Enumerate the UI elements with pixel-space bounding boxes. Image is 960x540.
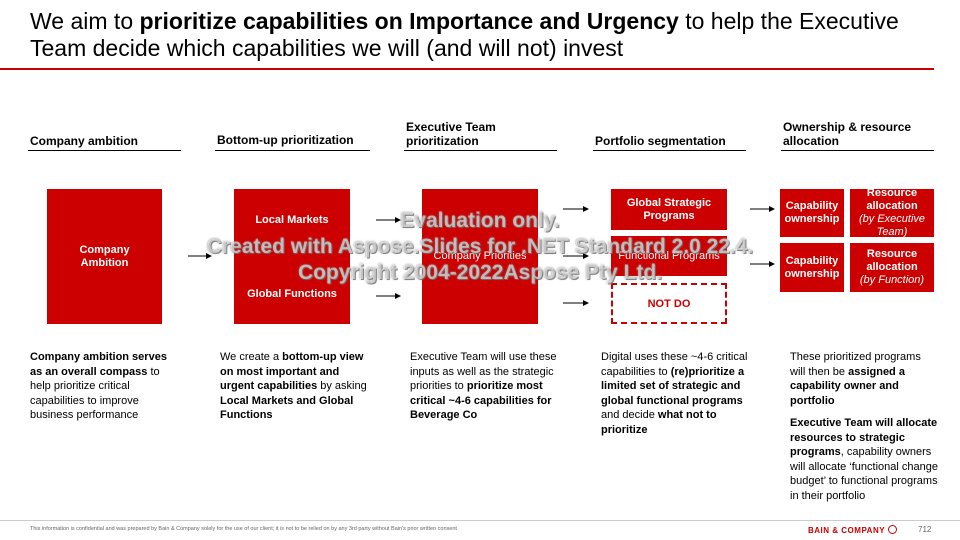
description-portfolio: Digital uses these ~4-6 critical capabil… (601, 351, 748, 436)
heading-executive-team: Executive Team prioritization (406, 120, 496, 148)
description-bottom-up: We create a bottom-up view on most impor… (220, 351, 367, 421)
capability-ownership-box-2: Capability ownership (780, 243, 844, 292)
global-strategic-programs-box: Global Strategic Programs (611, 189, 727, 230)
resource-allocation-box-1: Resource allocation (by Executive Team) (850, 187, 934, 238)
heading-bottom-up: Bottom-up prioritization (217, 133, 354, 147)
functional-programs-box: Functional Programs (611, 236, 727, 276)
footer-disclaimer: This information is confidential and was… (30, 526, 457, 532)
heading-ownership: Ownership & resource allocation (783, 120, 912, 148)
heading-rule (215, 150, 370, 151)
slide-title: We aim to prioritize capabilities on Imp… (30, 8, 899, 61)
heading-rule (781, 150, 934, 151)
capability-ownership-box-1: Capability ownership (780, 189, 844, 237)
description-company-ambition: Company ambition serves as an overall co… (30, 351, 167, 421)
heading-portfolio-segmentation: Portfolio segmentation (595, 134, 726, 148)
resource-allocation-box-2: Resource allocation (by Function) (850, 243, 934, 292)
company-ambition-box: Company Ambition (47, 189, 162, 324)
heading-rule (28, 150, 181, 151)
local-markets-box: Local Markets (255, 213, 329, 226)
description-ownership: These prioritized programs will then be … (790, 351, 938, 502)
not-do-box: NOT DO (611, 283, 727, 324)
description-executive-team: Executive Team will use these inputs as … (410, 351, 557, 421)
bain-logo-icon: BAIN & COMPANY (808, 525, 897, 535)
heading-rule (404, 150, 557, 151)
page-number: 712 (918, 525, 932, 534)
title-divider (0, 68, 934, 70)
company-priorities-box: Company Priorities (422, 189, 538, 324)
footer-divider (0, 520, 960, 521)
heading-company-ambition: Company ambition (30, 134, 139, 148)
global-functions-box: Global Functions (247, 287, 337, 300)
bottom-up-box (234, 189, 350, 324)
heading-rule (593, 150, 746, 151)
